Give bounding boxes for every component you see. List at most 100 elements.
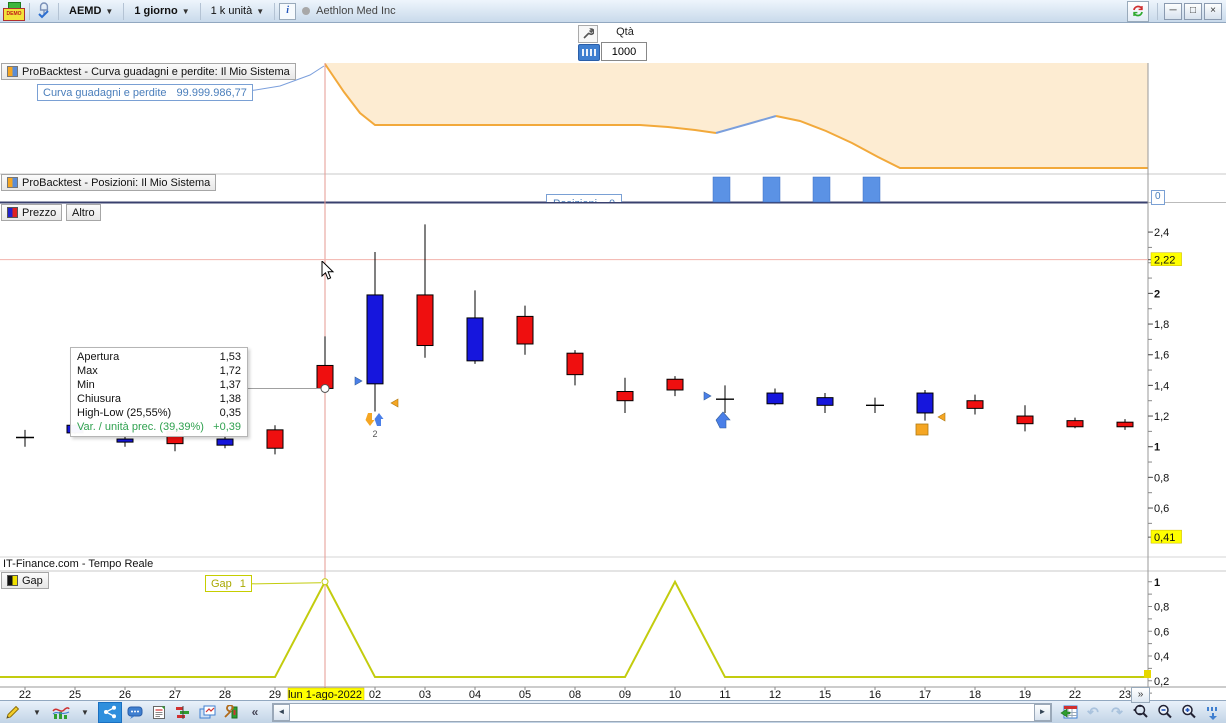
chevron-down-icon: ▼ xyxy=(256,6,265,16)
quantity-block: Qtà xyxy=(576,23,652,63)
title-bar: DEMO AEMD ▼ 1 giorno ▼ 1 xyxy=(0,0,1226,23)
tab-prezzo[interactable]: Prezzo xyxy=(1,204,63,221)
xaxis-label: 09 xyxy=(619,689,631,701)
yaxis-label: 2 xyxy=(1154,288,1160,300)
units-dropdown[interactable]: 1 k unità ▼ xyxy=(205,1,271,22)
keyboard-icon[interactable] xyxy=(578,44,600,61)
equity-value: 99.999.986,77 xyxy=(176,86,247,99)
tooltip-row: Apertura 1,53 xyxy=(71,350,247,364)
xaxis-label: lun 1-ago-2022 xyxy=(288,689,362,701)
tooltip-value: +0,39 xyxy=(213,421,241,433)
xaxis-more-button[interactable]: » xyxy=(1131,687,1150,703)
trade-marker xyxy=(365,413,375,426)
chat-icon[interactable] xyxy=(124,703,146,722)
indicator-icon xyxy=(7,66,18,77)
gap-axis-label: 0,4 xyxy=(1154,651,1169,663)
trade-marker xyxy=(937,412,946,422)
calendar-go-icon[interactable] xyxy=(1058,703,1080,722)
units-label: 1 k unità xyxy=(210,5,253,17)
portfolio-charts-icon[interactable] xyxy=(196,703,218,722)
separator xyxy=(1157,2,1158,20)
positions-label-clip: Posizioni 0 xyxy=(0,174,1148,202)
yaxis-highlight xyxy=(1150,529,1182,544)
gap-value-label[interactable]: Gap 1 xyxy=(205,575,252,592)
equity-curve-alt xyxy=(715,115,777,134)
gap-axis-marker xyxy=(1144,670,1151,678)
tab-altro[interactable]: Altro xyxy=(66,204,101,221)
share-icon[interactable] xyxy=(98,701,122,723)
tooltip-label: High-Low (25,55%) xyxy=(77,407,172,419)
candle-body xyxy=(116,438,134,443)
equity-fill xyxy=(325,63,1148,168)
gap-axis-label: 1 xyxy=(1154,577,1160,589)
taskbar-left-icons: ▼ ▼ « xyxy=(2,701,266,723)
tab-gap[interactable]: Gap xyxy=(1,572,49,589)
candle-body xyxy=(566,352,584,376)
info-icon[interactable]: i xyxy=(279,2,297,20)
xaxis-label: 05 xyxy=(519,689,531,701)
collapse-down-icon[interactable] xyxy=(1202,703,1224,722)
symbol-dropdown[interactable]: AEMD ▼ xyxy=(63,1,119,22)
trade-marker xyxy=(354,376,363,386)
indicator-icon xyxy=(7,177,18,188)
toolbar-right: ─ □ × xyxy=(1127,0,1226,22)
xaxis-label: 23 xyxy=(1119,689,1131,701)
undo-icon[interactable]: ↶ xyxy=(1087,703,1099,720)
maximize-button[interactable]: □ xyxy=(1184,2,1202,20)
close-button[interactable]: × xyxy=(1204,2,1222,20)
scroll-left-icon[interactable]: ◄ xyxy=(273,703,290,721)
taskbar: ▼ ▼ « ◄ ► ↶ ↷ xyxy=(0,700,1226,723)
company-name: Aethlon Med Inc xyxy=(316,5,396,17)
positions-value-label[interactable]: Posizioni 0 xyxy=(546,194,623,203)
gap-axis-label: 0,8 xyxy=(1154,602,1169,614)
yaxis-label: 1,6 xyxy=(1154,350,1169,362)
yaxis-label: 1,8 xyxy=(1154,319,1169,331)
horizontal-scrollbar[interactable]: ◄ ► xyxy=(272,702,1052,722)
strategy-tools-icon[interactable] xyxy=(220,703,242,722)
zoom-out-icon[interactable] xyxy=(1154,703,1176,722)
minimize-button[interactable]: ─ xyxy=(1164,2,1182,20)
position-bar xyxy=(712,176,731,203)
demo-mode-icon: DEMO xyxy=(3,1,25,21)
quantity-input[interactable] xyxy=(601,42,647,61)
timeframe-dropdown[interactable]: 1 giorno ▼ xyxy=(128,1,195,22)
trade-marker xyxy=(915,423,929,436)
yaxis-label: 0,41 xyxy=(1154,532,1175,544)
xaxis-label: 10 xyxy=(669,689,681,701)
candle-body xyxy=(616,391,634,402)
candle-body xyxy=(916,392,934,414)
positions-value: 0 xyxy=(609,198,615,203)
position-bar xyxy=(762,176,781,203)
equity-value-label[interactable]: Curva guadagni e perdite 99.999.986,77 xyxy=(37,84,253,101)
quantity-label: Qtà xyxy=(616,26,634,38)
wrench-icon[interactable] xyxy=(578,25,598,43)
indicators-dropdown-icon[interactable]: ▼ xyxy=(81,707,89,717)
xaxis-label: 16 xyxy=(869,689,881,701)
candle-body xyxy=(1116,421,1134,428)
gap-icon xyxy=(7,575,18,586)
xaxis-label: 19 xyxy=(1019,689,1031,701)
scroll-right-icon[interactable]: ► xyxy=(1034,703,1051,721)
backtest-icon[interactable] xyxy=(172,703,194,722)
xaxis-label: 28 xyxy=(219,689,231,701)
separator xyxy=(274,2,276,20)
indicators-icon[interactable] xyxy=(50,703,72,722)
draw-tool-icon[interactable] xyxy=(2,703,24,722)
draw-tool-dropdown-icon[interactable]: ▼ xyxy=(33,707,41,717)
trade-marker xyxy=(703,391,712,401)
pin-icon[interactable] xyxy=(36,1,52,22)
xaxis-label: 02 xyxy=(369,689,381,701)
zoom-range-icon[interactable] xyxy=(1130,703,1152,722)
positions-panel-header[interactable]: ProBacktest - Posizioni: Il Mio Sistema xyxy=(1,174,217,191)
redo-icon[interactable]: ↷ xyxy=(1111,703,1123,720)
yaxis-label: 2,4 xyxy=(1154,227,1169,239)
news-icon[interactable] xyxy=(148,703,170,722)
refresh-icon[interactable] xyxy=(1127,0,1149,22)
mouse-cursor xyxy=(321,259,335,284)
equity-panel-header[interactable]: ProBacktest - Curva guadagni e perdite: … xyxy=(1,63,296,80)
zoom-in-icon[interactable] xyxy=(1178,703,1200,722)
chevron-down-icon: ▼ xyxy=(181,6,190,16)
collapse-left-icon[interactable]: « xyxy=(251,705,259,719)
